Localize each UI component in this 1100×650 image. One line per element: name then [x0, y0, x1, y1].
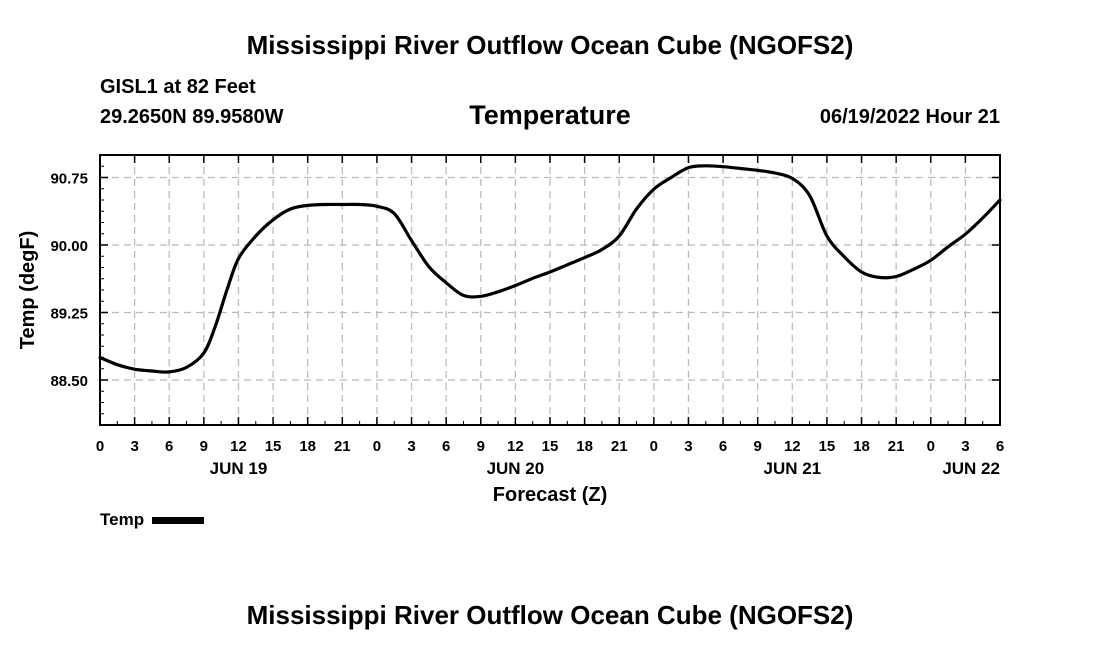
- y-tick-label: 90.75: [50, 171, 88, 188]
- x-tick-label: 15: [819, 438, 836, 455]
- x-tick-label: 12: [230, 438, 247, 455]
- x-tick-label: 18: [853, 438, 870, 455]
- x-tick-label: 6: [996, 438, 1004, 455]
- x-tick-label: 18: [576, 438, 593, 455]
- forecast-datetime: 06/19/2022 Hour 21: [819, 106, 1000, 128]
- x-tick-label: 0: [650, 438, 658, 455]
- x-tick-label: 6: [165, 438, 173, 455]
- x-tick-label: 3: [407, 438, 415, 455]
- x-tick-label: 3: [961, 438, 969, 455]
- x-tick-label: 12: [507, 438, 524, 455]
- x-tick-label: 12: [784, 438, 801, 455]
- y-axis-title: Temp (degF): [17, 231, 39, 350]
- x-tick-label: 21: [611, 438, 628, 455]
- x-tick-label: 0: [927, 438, 935, 455]
- x-tick-label: 15: [542, 438, 559, 455]
- x-tick-label: 9: [200, 438, 208, 455]
- legend: Temp: [100, 510, 205, 530]
- plot-frame: [99, 154, 1001, 426]
- x-day-label: JUN 19: [210, 459, 268, 478]
- coordinates-label: 29.2650N 89.9580W: [100, 106, 284, 128]
- legend-label: Temp: [100, 510, 145, 529]
- x-tick-label: 9: [477, 438, 485, 455]
- x-tick-label: 21: [888, 438, 905, 455]
- x-day-label: JUN 20: [487, 459, 545, 478]
- x-day-label: JUN 22: [942, 459, 1000, 478]
- y-tick-label: 89.25: [50, 306, 88, 323]
- x-tick-label: 6: [719, 438, 727, 455]
- chart-title: Mississippi River Outflow Ocean Cube (NG…: [246, 30, 854, 60]
- x-tick-label: 21: [334, 438, 351, 455]
- x-tick-label: 0: [373, 438, 381, 455]
- x-tick-label: 0: [96, 438, 104, 455]
- x-tick-label: 9: [754, 438, 762, 455]
- x-tick-label: 6: [442, 438, 450, 455]
- legend-swatch: [152, 516, 205, 524]
- footer-title: Mississippi River Outflow Ocean Cube (NG…: [246, 600, 854, 630]
- x-day-label: JUN 21: [763, 459, 821, 478]
- x-tick-label: 18: [299, 438, 316, 455]
- y-tick-label: 90.00: [50, 238, 88, 255]
- x-tick-label: 3: [130, 438, 138, 455]
- chart-subtitle: Temperature: [469, 100, 631, 130]
- x-tick-label: 3: [684, 438, 692, 455]
- x-axis-title: Forecast (Z): [493, 484, 607, 506]
- x-tick-label: 15: [265, 438, 282, 455]
- y-tick-label: 88.50: [50, 373, 88, 390]
- series-line-temp: [98, 164, 1002, 374]
- station-label: GISL1 at 82 Feet: [100, 76, 256, 98]
